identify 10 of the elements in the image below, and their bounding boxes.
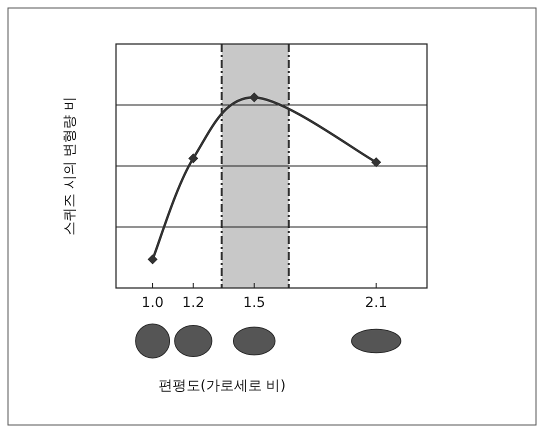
- x-tick-label: 1.2: [182, 295, 204, 311]
- point: [148, 254, 158, 264]
- point: [188, 153, 198, 164]
- y-axis-title: 스퀴즈 시의 변형량 비: [62, 96, 78, 236]
- x-axis-title: 편평도(가로세로 비): [158, 378, 286, 394]
- point: [371, 157, 382, 168]
- x-tick-label: 1.5: [243, 295, 266, 311]
- point: [249, 92, 260, 102]
- x-tick-label: 1.0: [141, 295, 164, 311]
- x-tick-label: 2.1: [365, 295, 388, 311]
